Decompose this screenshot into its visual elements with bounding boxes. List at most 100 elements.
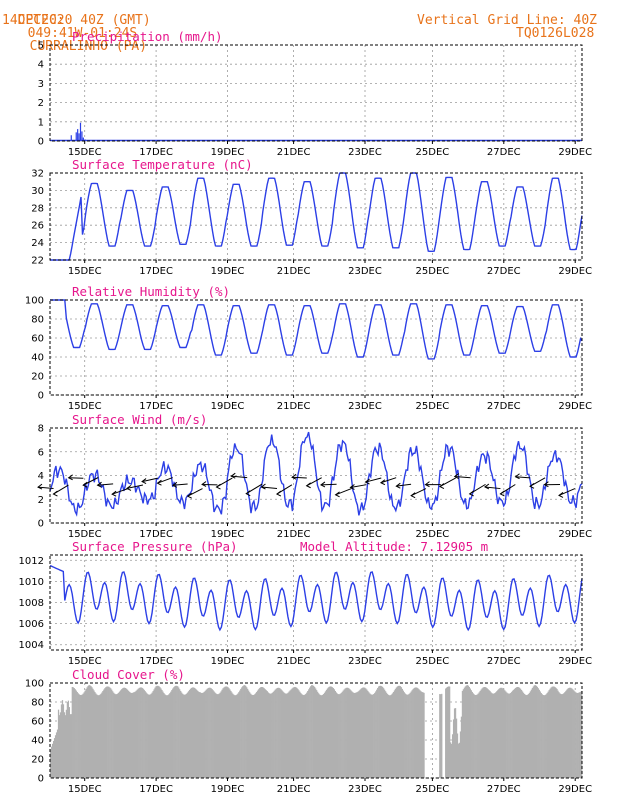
cloud-bar bbox=[136, 689, 138, 778]
cloud-bar bbox=[165, 695, 167, 778]
cloud-bar bbox=[229, 689, 231, 778]
cloud-bar bbox=[407, 694, 409, 778]
wind-arrow bbox=[111, 488, 129, 495]
wind-arrow bbox=[320, 483, 337, 486]
x-tick-label: 19DEC bbox=[211, 784, 245, 795]
cloud-bar bbox=[134, 691, 137, 778]
cloud-bar bbox=[298, 690, 300, 778]
cloud-bar bbox=[245, 685, 247, 778]
cloud-bar bbox=[354, 692, 356, 778]
cloud-bar bbox=[382, 688, 385, 778]
cloud-bar bbox=[207, 688, 209, 778]
cloud-bar bbox=[166, 695, 168, 778]
x-tick-label: 27DEC bbox=[487, 529, 521, 540]
cloud-bar bbox=[316, 690, 318, 778]
cloud-bar bbox=[164, 694, 166, 778]
cloud-bar bbox=[476, 694, 478, 778]
cloud-bar bbox=[487, 689, 489, 778]
cloud-bar bbox=[496, 691, 498, 778]
y-tick-label: 40 bbox=[31, 353, 44, 364]
cloud-bar bbox=[400, 687, 403, 778]
cloud-bar bbox=[491, 693, 493, 778]
cloud-bar bbox=[118, 691, 121, 778]
cloud-bar bbox=[156, 685, 158, 778]
cloud-bar bbox=[320, 695, 323, 778]
cloud-bar bbox=[262, 687, 265, 778]
x-tick-label: 17DEC bbox=[139, 529, 173, 540]
cloud-bar bbox=[126, 689, 129, 778]
cloud-bar bbox=[411, 690, 413, 778]
cloud-bar bbox=[305, 693, 307, 778]
cloud-bar bbox=[59, 712, 62, 778]
cloud-bar bbox=[521, 691, 524, 778]
wind-arrow bbox=[172, 483, 188, 486]
cloud-bar bbox=[110, 688, 112, 778]
cloud-bar bbox=[283, 692, 285, 778]
cloud-bar bbox=[90, 686, 92, 778]
cloud-bar bbox=[225, 686, 227, 778]
cloud-bar bbox=[60, 704, 63, 778]
cloud-bar bbox=[67, 700, 70, 778]
wind-arrow-head bbox=[424, 481, 430, 488]
cloud-bar bbox=[248, 690, 250, 778]
cloud-bar bbox=[239, 690, 241, 778]
cloud-bar bbox=[189, 688, 192, 778]
cloud-bar bbox=[525, 695, 528, 778]
cloud-bar bbox=[272, 691, 274, 778]
x-tick-label: 17DEC bbox=[139, 656, 173, 667]
cloud-bar bbox=[130, 692, 133, 778]
cloud-bar bbox=[422, 692, 424, 778]
cloud-bar bbox=[170, 691, 172, 778]
wind-arrow-head bbox=[499, 490, 505, 497]
cloud-bar bbox=[546, 693, 548, 778]
cloud-bar bbox=[220, 691, 222, 778]
cloud-bar bbox=[238, 692, 240, 778]
cloud-bar bbox=[274, 689, 276, 778]
cloud-bar bbox=[330, 686, 333, 778]
cloud-bar bbox=[382, 686, 384, 778]
cloud-bar bbox=[197, 691, 200, 778]
wind-arrow-head bbox=[364, 478, 370, 485]
cloud-bar bbox=[297, 688, 299, 778]
cloud-bar bbox=[217, 694, 219, 778]
plot-frame bbox=[49, 682, 583, 779]
cloud-bar bbox=[479, 690, 481, 778]
cloud-bar bbox=[244, 685, 246, 778]
cloud-bar bbox=[344, 688, 346, 778]
cloud-bar bbox=[393, 690, 396, 778]
cloud-bar bbox=[89, 685, 91, 778]
cloud-bar bbox=[203, 691, 205, 778]
cloud-bar bbox=[337, 694, 339, 778]
cloud-bar bbox=[359, 689, 361, 778]
wind-arrow bbox=[261, 486, 278, 490]
cloud-bar bbox=[416, 687, 418, 778]
cloud-bar bbox=[369, 693, 371, 778]
x-tick-label: 17DEC bbox=[139, 784, 173, 795]
cloud-bar bbox=[280, 689, 282, 778]
cloud-bar bbox=[183, 694, 185, 778]
y-tick-label: 60 bbox=[31, 717, 44, 728]
wind-arrow-head bbox=[230, 472, 236, 479]
wind-arrow-head bbox=[410, 492, 416, 499]
x-tick-label: 29DEC bbox=[558, 147, 592, 158]
temperature-line bbox=[50, 172, 583, 261]
cloud-bar bbox=[509, 693, 511, 778]
cloud-bar bbox=[105, 687, 107, 778]
x-tick-label: 27DEC bbox=[487, 784, 521, 795]
cloud-bar bbox=[534, 685, 536, 778]
cloud-bar bbox=[131, 692, 134, 778]
x-tick-label: 19DEC bbox=[211, 529, 245, 540]
cloud-bar bbox=[543, 695, 545, 778]
cloud-bar bbox=[178, 687, 180, 778]
cloud-bar bbox=[519, 688, 522, 778]
cloud-bar bbox=[150, 693, 152, 778]
cloud-bar bbox=[98, 695, 100, 778]
cloud-bar bbox=[96, 694, 98, 778]
wind-arrow-head bbox=[514, 473, 520, 480]
cloud-bar bbox=[342, 690, 344, 778]
cloud-bar bbox=[540, 692, 542, 778]
cloud-bar bbox=[293, 687, 295, 778]
cloud-bar bbox=[473, 694, 475, 778]
wind-arrow-head bbox=[438, 483, 445, 490]
